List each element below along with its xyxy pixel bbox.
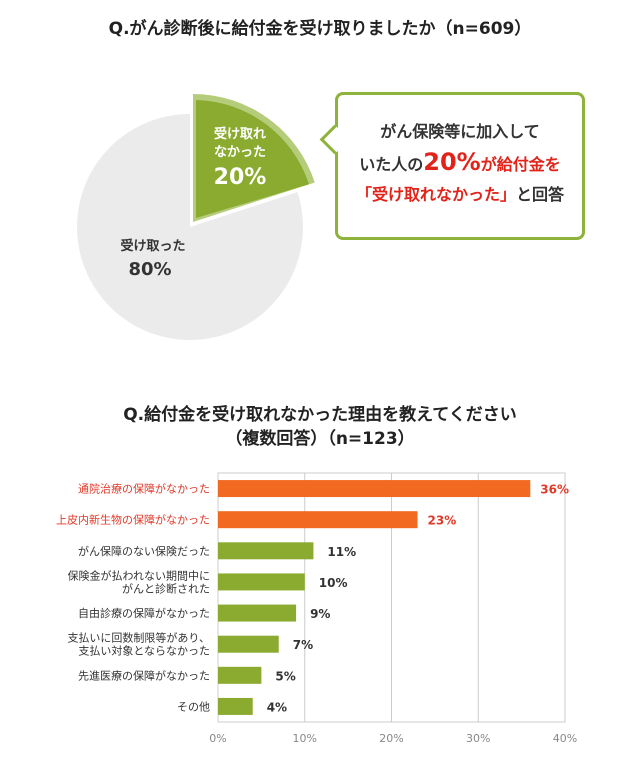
bar (218, 697, 253, 715)
annotation-highlight-percent: 20% (423, 148, 481, 176)
category-label: 上皮内新生物の保障がなかった (56, 513, 210, 527)
category-label: 先進医療の保障がなかった (78, 668, 210, 682)
bar-value-label: 10% (319, 576, 348, 590)
annotation-line2-pre: いた人の (359, 155, 424, 174)
bar-value-label: 36% (540, 483, 569, 497)
annotation-line1: がん保険等に加入して (380, 122, 540, 141)
x-tick-label: 40% (553, 732, 577, 745)
pie-chart-title: Q.がん診断後に給付金を受け取りましたか（n=609） (108, 19, 532, 39)
pie-label-received: 受け取った (120, 238, 185, 254)
bar (218, 666, 262, 684)
bar-value-label: 23% (428, 514, 457, 528)
pie-slice-received (77, 114, 303, 340)
bar-value-label: 11% (327, 545, 356, 559)
pie-value-received: 80% (128, 259, 171, 280)
category-label: がん保障のない保険だった (78, 544, 210, 558)
category-label: 支払い対象とならなかった (78, 644, 210, 658)
x-tick-label: 0% (209, 732, 226, 745)
annotation-callout: がん保険等に加入して いた人の20%が給付金を 「受け取れなかった」と回答 (319, 92, 585, 240)
annotation-line3-post: と回答 (516, 185, 565, 204)
pie-value-not-received: 20% (214, 165, 267, 190)
category-label: その他 (177, 700, 210, 713)
bar-value-label: 7% (293, 638, 313, 652)
bar-chart-title-line2: （複数回答）（n=123） (225, 429, 415, 449)
bar (218, 480, 531, 498)
category-label: がんと診断された (122, 581, 210, 595)
bar-value-label: 4% (267, 700, 287, 714)
bar-chart-title-line1: Q.給付金を受け取れなかった理由を教えてください (123, 405, 517, 425)
pie-slice-not-received (196, 100, 310, 218)
bar-chart: 0% 10% 20% 30% 40% 36% 通院治療の保障がなかった 23% 上皮内新生物の保… (56, 472, 577, 745)
x-tick-label: 20% (379, 732, 403, 745)
category-label: 通院治療の保障がなかった (78, 482, 210, 496)
bar-value-label: 5% (275, 669, 295, 683)
bar (218, 635, 279, 653)
pie-label-not-received-2: なかった (214, 145, 266, 160)
x-tick-label: 10% (293, 732, 317, 745)
pie-chart: 受け取れなかった 20% 受け取った 80% (77, 94, 315, 340)
bar (218, 542, 314, 560)
bar (218, 604, 297, 622)
category-label: 保険金が払われない期間中に (68, 568, 210, 582)
category-label: 支払いに回数制限等があり、 (67, 631, 210, 645)
category-label: 自由診療の保障がなかった (78, 606, 210, 620)
x-tick-label: 30% (466, 732, 490, 745)
bar (218, 573, 305, 591)
bar-value-label: 9% (310, 607, 330, 621)
annotation-line2-post: が給付金を (480, 155, 561, 174)
annotation-line3-highlight: 「受け取れなかった」 (355, 185, 516, 204)
pie-label-not-received-1: 受け取れ (214, 126, 266, 142)
bar (218, 511, 418, 529)
